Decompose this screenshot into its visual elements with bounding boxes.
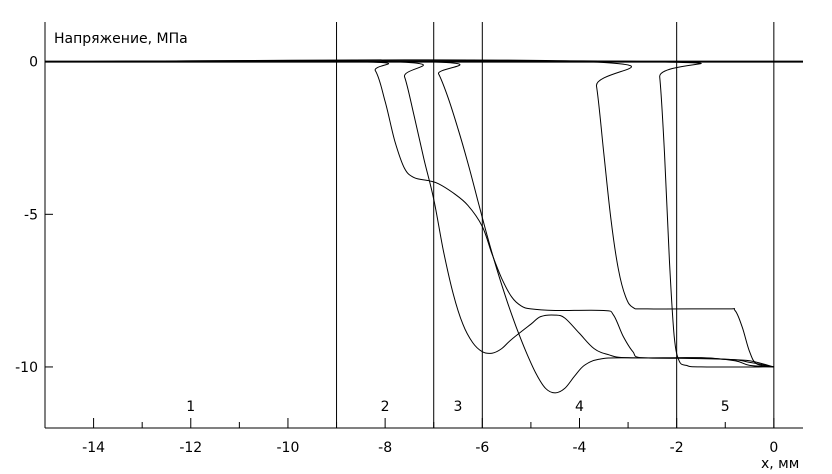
stress-curve-3: [44, 60, 774, 394]
zone-label-2: 2: [381, 399, 390, 415]
zone-labels: 1 2 3 4 5: [186, 399, 729, 415]
y-axis-title: Напряжение, МПа: [54, 31, 188, 47]
x-tick-label: 0: [769, 440, 778, 456]
stress-curves: [44, 59, 774, 394]
y-tick-label: 0: [29, 55, 38, 71]
x-tick-label: -2: [670, 440, 684, 456]
x-axis-title: x, мм: [761, 456, 799, 472]
stress-curve-4: [44, 59, 774, 368]
zone-label-4: 4: [575, 399, 584, 415]
x-tick-label: -14: [82, 440, 105, 456]
zone-label-5: 5: [721, 399, 730, 415]
y-axis-ticks: 0 -5 -10: [15, 55, 53, 376]
x-axis-ticks: -14 -12 -10 -8 -6 -4 -2 0: [44, 418, 778, 456]
y-tick-label: -5: [24, 207, 38, 223]
x-tick-label: -12: [179, 440, 202, 456]
zone-label-3: 3: [454, 399, 463, 415]
stress-curve-1: [44, 60, 774, 368]
stress-curve-5: [44, 60, 774, 368]
y-tick-label: -10: [15, 360, 38, 376]
x-tick-label: -8: [378, 440, 392, 456]
x-tick-label: -4: [573, 440, 587, 456]
zone-label-1: 1: [186, 399, 195, 415]
x-tick-label: -6: [475, 440, 489, 456]
stress-curve-2: [44, 60, 774, 368]
zone-boundary-lines: [336, 22, 775, 428]
x-tick-label: -10: [277, 440, 300, 456]
